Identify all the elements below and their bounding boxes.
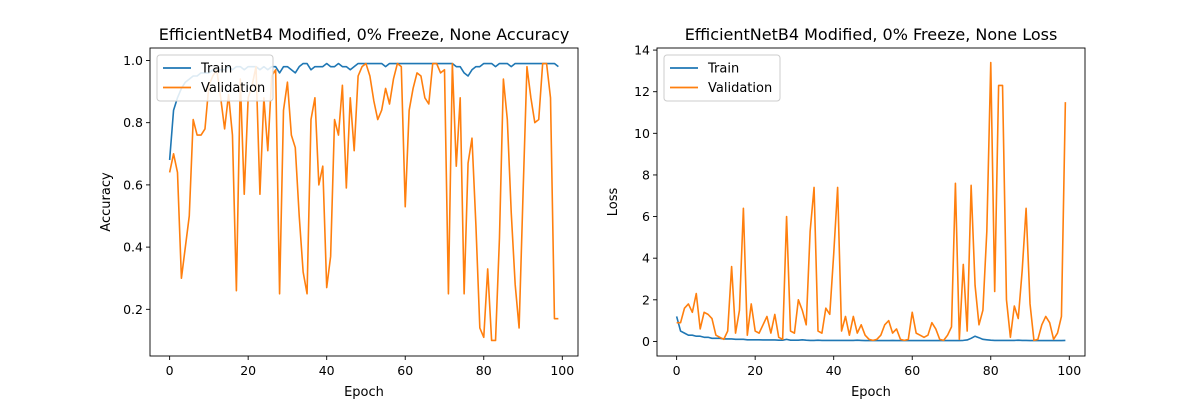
x-tick-label: 20 bbox=[747, 363, 763, 378]
axes-frame bbox=[656, 47, 1086, 357]
x-tick-label: 80 bbox=[476, 363, 492, 378]
y-tick-label: 6 bbox=[642, 209, 650, 224]
y-tick-label: 4 bbox=[642, 251, 650, 266]
legend: Train Validation bbox=[663, 54, 781, 102]
legend-label-train: Train bbox=[707, 62, 739, 77]
y-tick-label: 0.2 bbox=[123, 302, 143, 317]
chart-panel-1: 0 20 40 60 80 100 0 2 4 6 8 10 12 14 EfficientNetB4 Mo… bbox=[606, 25, 1086, 400]
x-tick-label: 0 bbox=[166, 363, 174, 378]
y-tick-label: 1.0 bbox=[123, 53, 143, 68]
y-axis-label: Accuracy bbox=[99, 172, 114, 232]
series-line-validation bbox=[676, 61, 1067, 342]
legend-box bbox=[156, 54, 274, 102]
chart-title: EfficientNetB4 Modified, 0% Freeze, None… bbox=[685, 25, 1058, 44]
y-tick-label: 12 bbox=[634, 84, 650, 99]
x-tick-label: 40 bbox=[826, 363, 842, 378]
x-tick-label: 60 bbox=[904, 363, 920, 378]
x-tick-label: 40 bbox=[319, 363, 335, 378]
x-tick-label: 80 bbox=[983, 363, 999, 378]
legend-label-validation: Validation bbox=[201, 81, 265, 96]
y-tick-label: 0 bbox=[642, 334, 650, 349]
legend-box bbox=[663, 54, 781, 102]
y-tick-label: 0.4 bbox=[123, 240, 143, 255]
y-tick-label: 0.6 bbox=[123, 177, 143, 192]
y-tick-label: 2 bbox=[642, 292, 650, 307]
legend: Train Validation bbox=[156, 54, 274, 102]
x-axis-label: Epoch bbox=[344, 385, 384, 400]
legend-label-validation: Validation bbox=[708, 81, 772, 96]
y-tick-label: 8 bbox=[642, 167, 650, 182]
y-tick-label: 10 bbox=[634, 126, 650, 141]
y-tick-label: 0.8 bbox=[123, 115, 143, 130]
x-axis-label: Epoch bbox=[851, 385, 891, 400]
chart-title: EfficientNetB4 Modified, 0% Freeze, None… bbox=[159, 25, 570, 44]
x-tick-label: 60 bbox=[397, 363, 413, 378]
x-tick-label: 0 bbox=[673, 363, 681, 378]
y-axis-label: Loss bbox=[606, 188, 621, 217]
x-tick-label: 100 bbox=[550, 363, 574, 378]
y-tick-label: 14 bbox=[634, 43, 650, 58]
series-line-validation bbox=[168, 62, 559, 342]
legend-label-train: Train bbox=[200, 62, 232, 77]
axes-frame bbox=[149, 47, 579, 357]
x-tick-label: 20 bbox=[240, 363, 256, 378]
x-tick-label: 100 bbox=[1057, 363, 1081, 378]
chart-panel-0: 0 20 40 60 80 100 0.2 0.4 0.6 0.8 1.0 EfficientNetB… bbox=[99, 25, 579, 400]
